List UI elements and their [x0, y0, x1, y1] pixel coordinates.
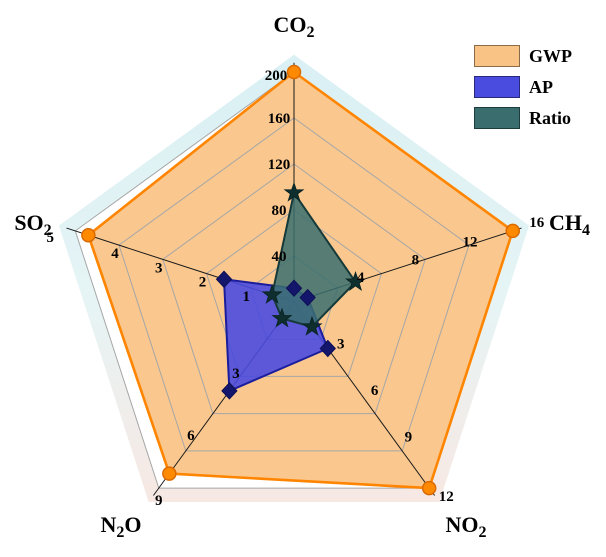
svg-text:6: 6 — [187, 428, 195, 444]
axis-labels: CO2 CH4 NO2 N2O SO2 — [14, 12, 590, 541]
axis-label-so2: SO2 — [14, 210, 51, 239]
markers-ap — [215, 270, 336, 400]
svg-text:1: 1 — [243, 289, 251, 305]
legend-item-ap: AP — [474, 75, 572, 98]
svg-text:4: 4 — [357, 270, 365, 286]
svg-text:160: 160 — [268, 111, 291, 127]
svg-text:80: 80 — [272, 203, 287, 219]
legend: GWP AP Ratio — [474, 44, 572, 129]
svg-text:2: 2 — [199, 275, 207, 291]
markers-ratio — [261, 181, 367, 336]
svg-text:12: 12 — [439, 489, 454, 505]
legend-label-gwp: GWP — [529, 45, 572, 66]
svg-text:3: 3 — [232, 366, 240, 382]
svg-text:200: 200 — [265, 68, 288, 84]
legend-swatch-gwp — [474, 44, 520, 67]
svg-text:3: 3 — [337, 337, 345, 353]
svg-text:120: 120 — [268, 157, 291, 173]
axis-label-co2: CO2 — [274, 12, 315, 41]
svg-text:16: 16 — [529, 215, 545, 231]
series-outline-gwp — [87, 70, 515, 490]
svg-text:12: 12 — [463, 235, 478, 251]
legend-label-ratio: Ratio — [529, 107, 571, 128]
svg-text:40: 40 — [272, 249, 287, 265]
legend-item-ratio: Ratio — [474, 106, 572, 129]
markers-gwp — [81, 64, 520, 496]
svg-text:9: 9 — [405, 430, 413, 446]
svg-text:5: 5 — [47, 230, 55, 246]
axis-label-no2: NO2 — [446, 512, 487, 541]
axis-label-ch4: CH4 — [549, 210, 590, 239]
svg-text:3: 3 — [155, 260, 163, 276]
svg-text:4: 4 — [111, 246, 119, 262]
legend-swatch-ratio — [474, 106, 520, 129]
legend-label-ap: AP — [529, 76, 553, 97]
svg-text:9: 9 — [155, 493, 163, 509]
legend-item-gwp: GWP — [474, 44, 572, 67]
axis-label-n2o: N2O — [100, 512, 141, 541]
legend-swatch-ap — [474, 75, 520, 98]
svg-text:6: 6 — [371, 383, 379, 399]
svg-text:8: 8 — [412, 252, 420, 268]
